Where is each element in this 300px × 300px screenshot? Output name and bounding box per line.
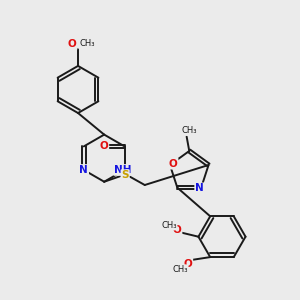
Text: O: O <box>68 39 76 49</box>
Text: CH₃: CH₃ <box>79 40 94 49</box>
Text: O: O <box>169 159 178 169</box>
Text: NH: NH <box>114 165 132 175</box>
Text: CH₃: CH₃ <box>161 221 177 230</box>
Text: O: O <box>173 225 182 235</box>
Text: N: N <box>195 183 204 193</box>
Text: O: O <box>100 141 108 152</box>
Text: O: O <box>184 259 192 269</box>
Text: S: S <box>122 170 129 180</box>
Text: CH₃: CH₃ <box>172 265 188 274</box>
Text: N: N <box>80 165 88 175</box>
Text: CH₃: CH₃ <box>182 126 197 135</box>
